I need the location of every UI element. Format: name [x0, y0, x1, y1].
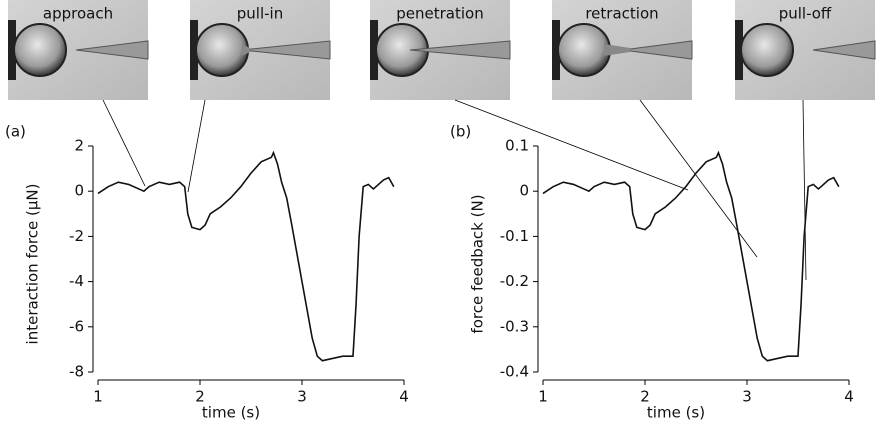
droplet	[740, 23, 794, 77]
x-tick-label: 2	[640, 388, 650, 406]
y-tick-label: -0.1	[500, 227, 529, 245]
y-tick-label: -2	[69, 227, 84, 245]
connector	[102, 99, 146, 187]
y-tick-label: -0.2	[500, 272, 529, 290]
needle	[409, 40, 511, 60]
y-axis-label: interaction force (µN)	[24, 184, 42, 345]
droplet	[13, 23, 67, 77]
panel-label: (b)	[450, 123, 471, 141]
connector	[802, 99, 807, 281]
y-tick-label: -6	[69, 317, 84, 335]
y-tick-label: -4	[69, 272, 84, 290]
y-tick-label: 2	[74, 137, 84, 155]
needle	[812, 40, 876, 60]
y-tick-label: 0	[74, 182, 84, 200]
needle	[75, 40, 149, 60]
meniscus	[604, 44, 630, 56]
panel-label: (a)	[5, 123, 26, 141]
x-axis-label: time (s)	[647, 404, 705, 422]
substrate	[8, 20, 16, 80]
x-tick-label: 1	[93, 388, 103, 406]
substrate	[735, 20, 743, 80]
photo-label: penetration	[396, 5, 483, 23]
photo-label: pull-off	[779, 5, 832, 23]
x-tick-label: 2	[195, 388, 205, 406]
data-line	[97, 150, 395, 362]
meniscus	[242, 44, 250, 56]
x-tick-label: 4	[844, 388, 854, 406]
y-tick-label: 0	[519, 182, 529, 200]
substrate	[370, 20, 378, 80]
connector	[454, 99, 689, 191]
y-tick-label: -0.4	[500, 363, 529, 381]
droplet	[557, 23, 611, 77]
y-axis-label: force feedback (N)	[469, 194, 487, 333]
connector	[187, 99, 206, 193]
y-tick-label: 0.1	[505, 137, 529, 155]
x-tick-label: 4	[399, 388, 409, 406]
photo-label: retraction	[585, 5, 658, 23]
x-tick-label: 3	[742, 388, 752, 406]
photo-label: approach	[43, 5, 113, 23]
x-tick-label: 1	[538, 388, 548, 406]
substrate	[552, 20, 560, 80]
y-tick-label: -0.3	[500, 317, 529, 335]
x-tick-label: 3	[297, 388, 307, 406]
y-tick-label: -8	[69, 363, 84, 381]
needle	[241, 40, 331, 60]
droplet	[195, 23, 249, 77]
photo-label: pull-in	[237, 5, 283, 23]
substrate	[190, 20, 198, 80]
needle	[621, 40, 693, 60]
x-axis-label: time (s)	[202, 404, 260, 422]
data-line	[542, 150, 840, 362]
